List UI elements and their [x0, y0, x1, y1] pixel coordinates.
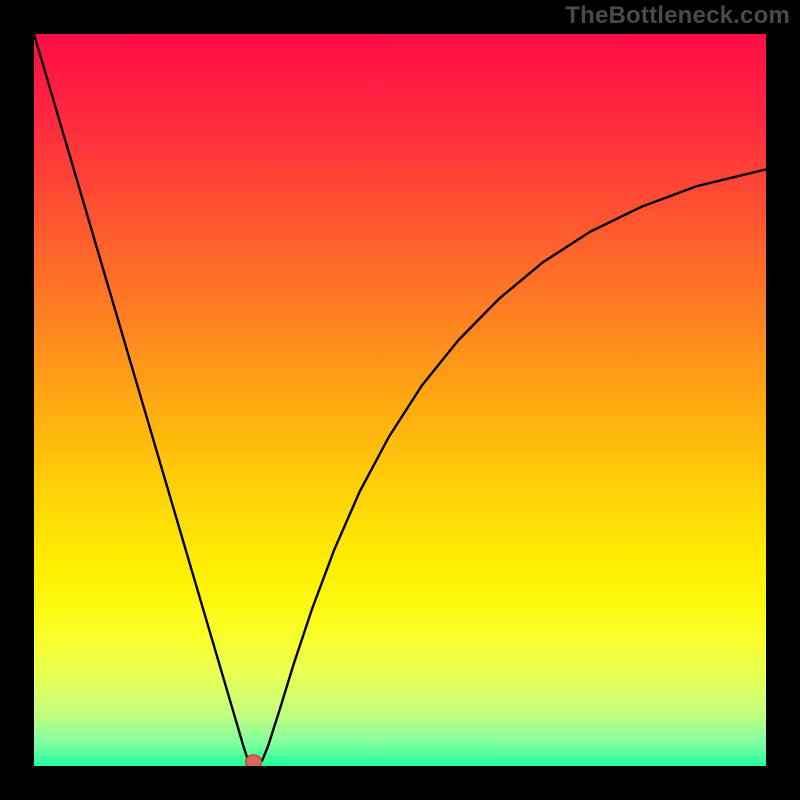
watermark-text: TheBottleneck.com: [565, 2, 790, 30]
bottleneck-curve: [34, 34, 766, 766]
curve-path: [34, 34, 766, 766]
plot-area: [34, 34, 766, 766]
minimum-marker: [246, 755, 262, 766]
chart-container: TheBottleneck.com: [0, 0, 800, 800]
